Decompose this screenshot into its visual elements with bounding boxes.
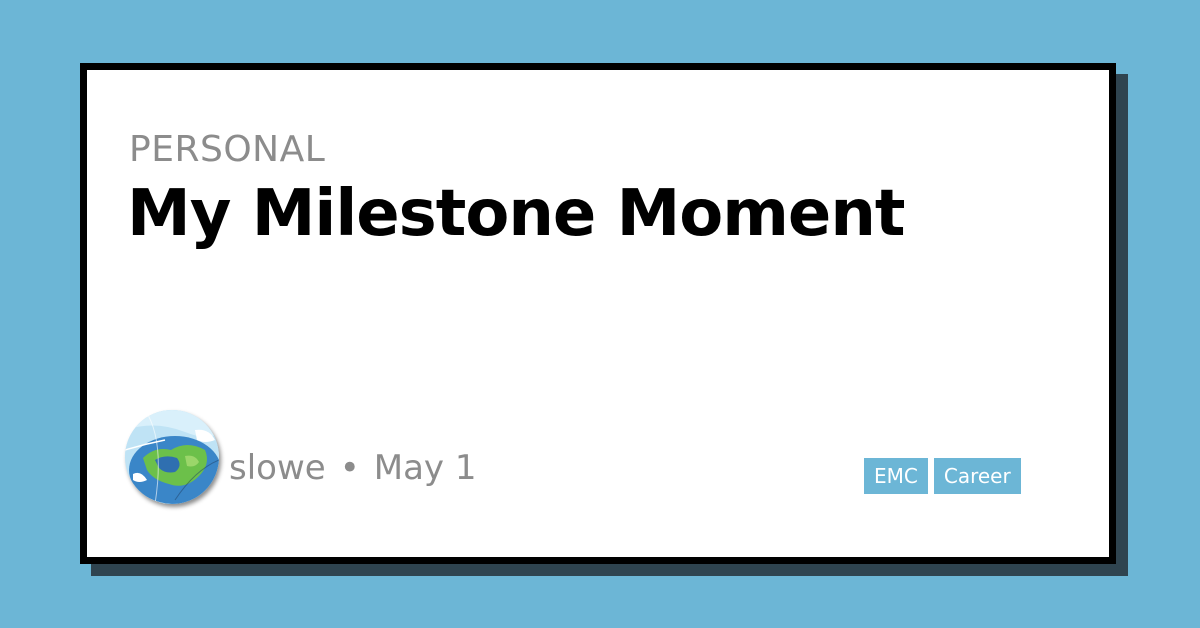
post-title[interactable]: My Milestone Moment <box>127 177 905 251</box>
post-date: May 1 <box>373 448 477 488</box>
tag-career[interactable]: Career <box>933 458 1021 494</box>
author-avatar[interactable] <box>125 410 219 504</box>
tag-emc[interactable]: EMC <box>864 458 928 494</box>
post-category: PERSONAL <box>129 129 326 170</box>
post-byline: slowe • May 1 <box>229 448 476 488</box>
post-card[interactable]: PERSONAL My Milestone Moment slowe • May 1… <box>80 63 1116 564</box>
author-name[interactable]: slowe <box>229 448 326 488</box>
tag-list: EMC Career <box>864 458 1021 494</box>
byline-separator: • <box>339 448 360 488</box>
globe-map-icon <box>125 410 219 504</box>
